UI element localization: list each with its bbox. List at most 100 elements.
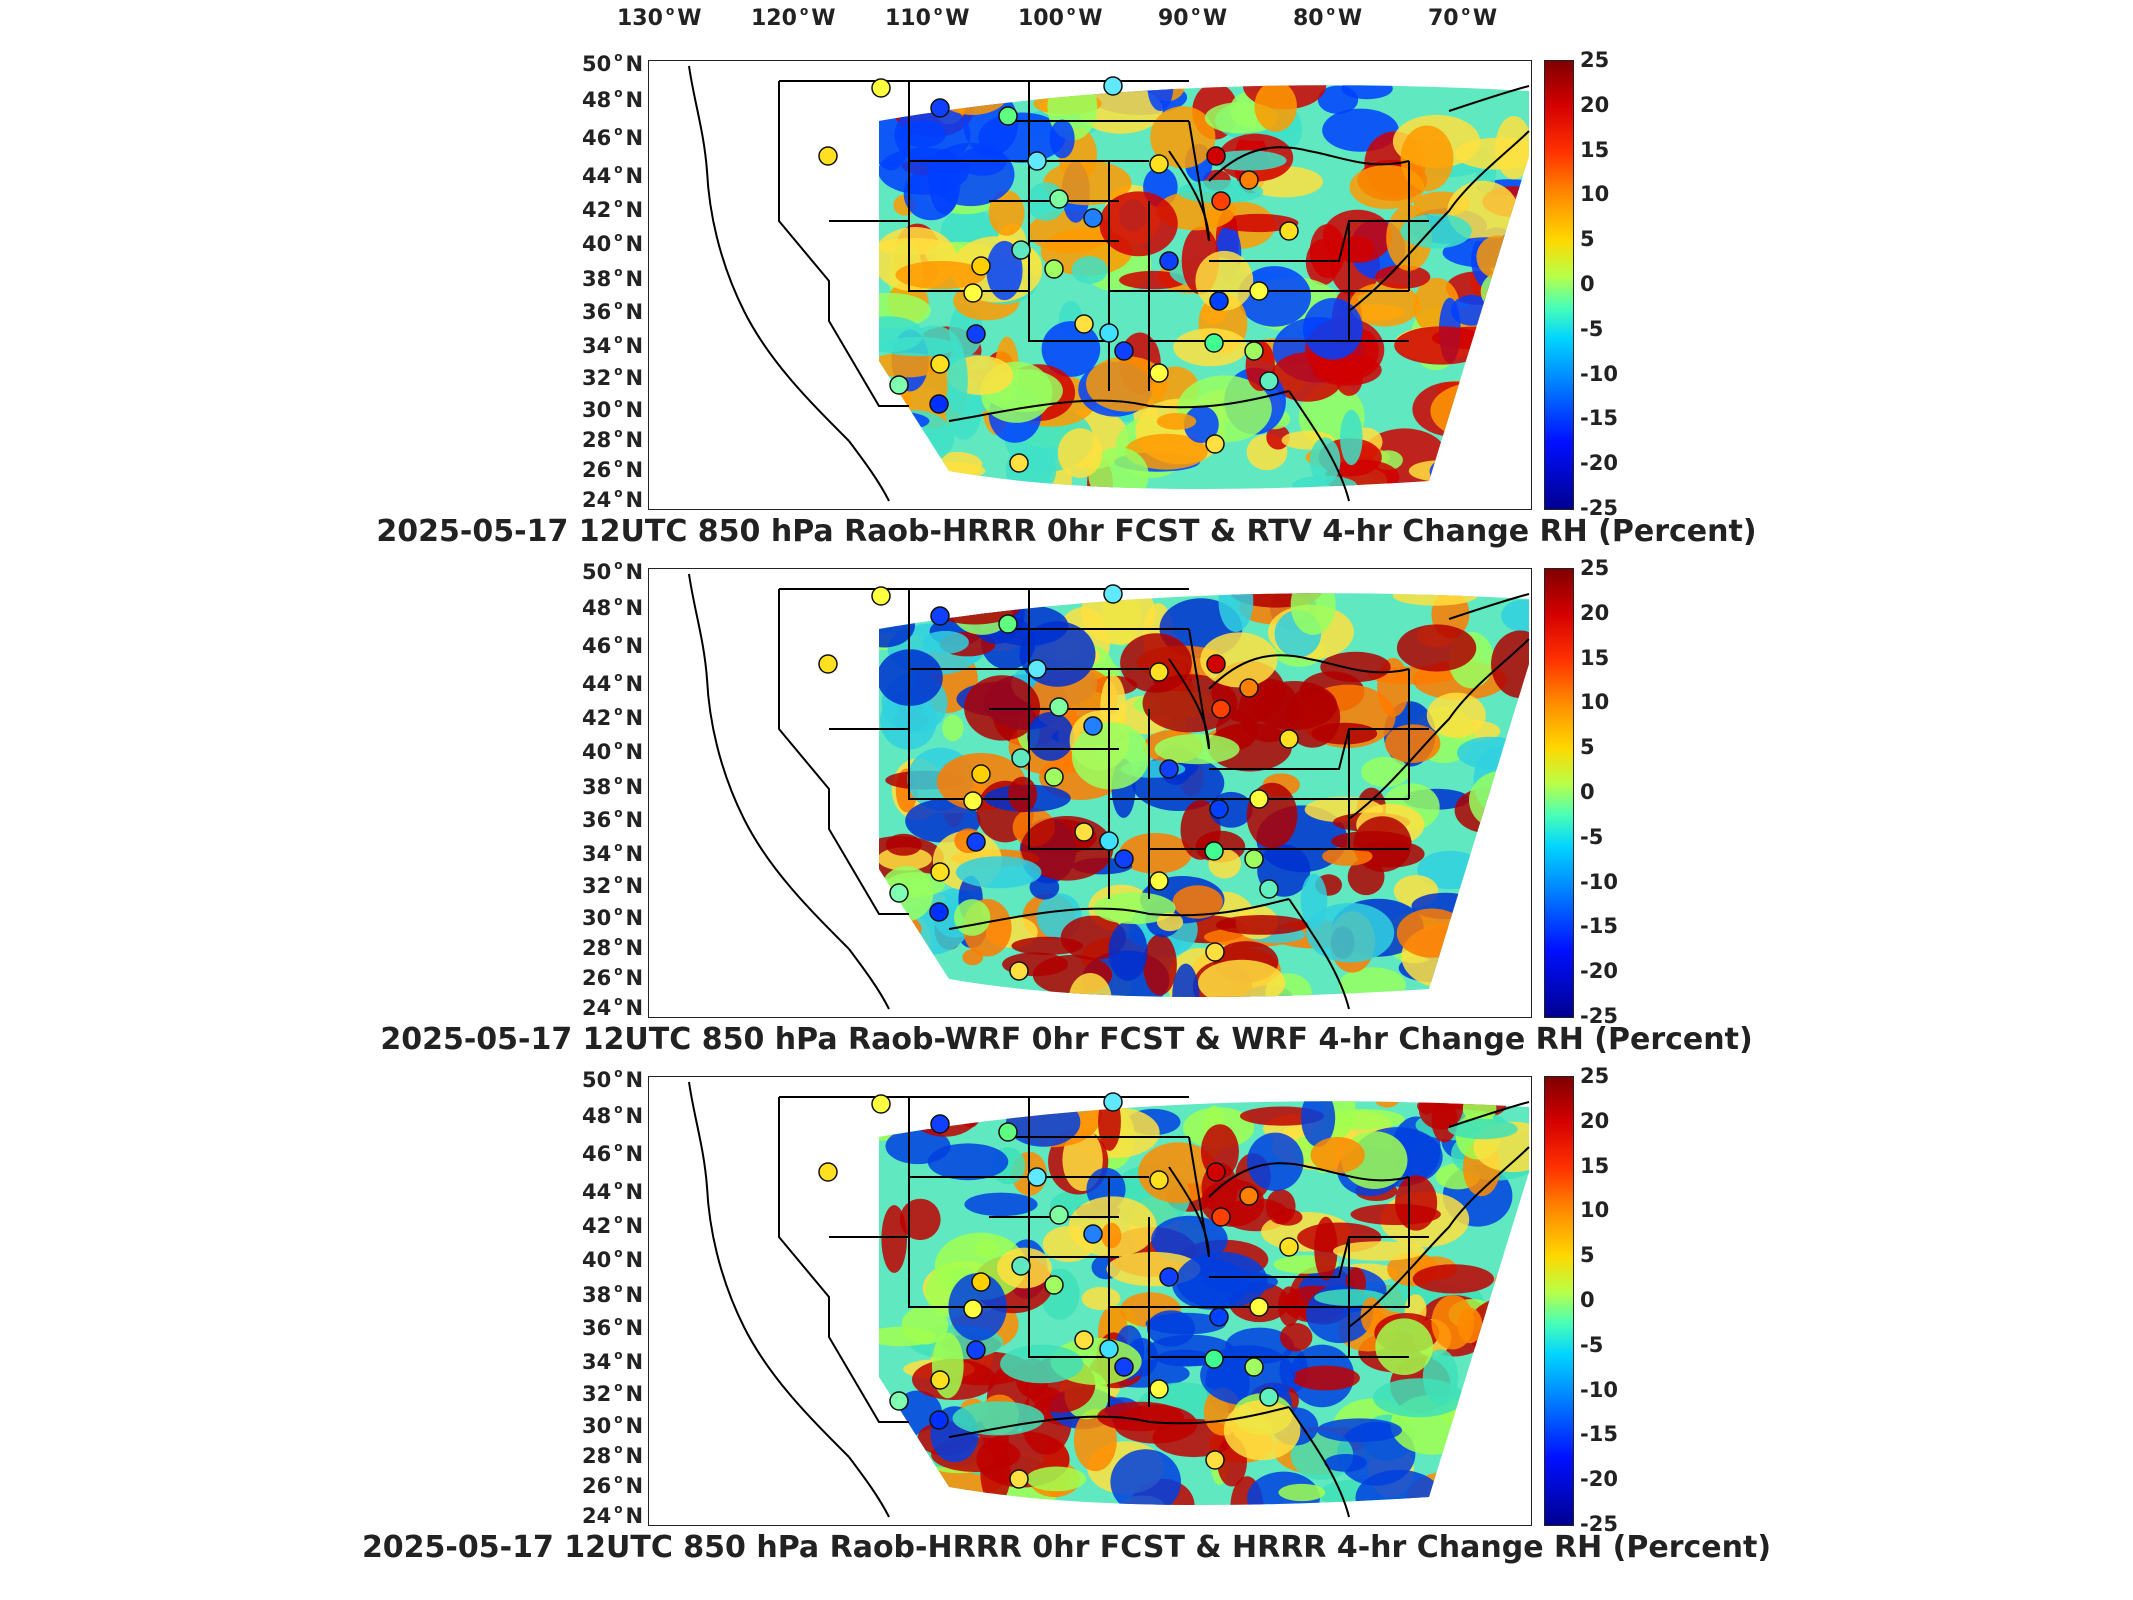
- raob-station-marker: [1209, 291, 1229, 311]
- lat-label: 34 o N: [582, 332, 644, 358]
- rh-field-blob: [1303, 298, 1363, 360]
- raob-station-marker: [971, 764, 991, 784]
- rh-field-blob: [879, 410, 955, 467]
- colorbar-tick-label: -25: [1580, 496, 1618, 520]
- raob-station-marker: [929, 394, 949, 414]
- rh-field-blob: [1251, 681, 1338, 730]
- raob-station-marker: [1211, 191, 1231, 211]
- colorbar-tick-label: -20: [1580, 451, 1618, 476]
- boundary-line: [1209, 220, 1429, 262]
- rh-field-blob: [1340, 236, 1375, 262]
- colorbar-tick-label: -25: [1580, 1004, 1618, 1028]
- raob-station-marker: [930, 1114, 950, 1134]
- rh-field-blob: [1124, 433, 1208, 470]
- colorbar-tick-label: 10: [1580, 182, 1610, 207]
- rh-field-blob: [1006, 1101, 1081, 1147]
- rh-field-blob: [1475, 464, 1529, 490]
- raob-station-marker: [1149, 871, 1169, 891]
- rh-change-map: [648, 568, 1532, 1018]
- boundary-line: [1448, 85, 1530, 112]
- rh-field-blob: [1278, 1483, 1326, 1502]
- rh-field-blob: [1029, 874, 1060, 900]
- raob-station-marker: [818, 146, 838, 166]
- colorbar-tick-label: 0: [1580, 1288, 1595, 1312]
- rh-field-blob: [1373, 1101, 1401, 1108]
- raob-station-marker: [1011, 240, 1031, 260]
- lat-label: 36 o N: [582, 298, 644, 324]
- raob-station-marker: [1244, 1357, 1264, 1377]
- raob-station-marker: [1204, 841, 1224, 861]
- boundary-line: [1209, 1236, 1429, 1278]
- raob-station-marker: [1049, 189, 1069, 209]
- raob-station-marker: [1239, 170, 1259, 190]
- rh-field-blob: [1237, 266, 1311, 327]
- lat-label: 36 o N: [582, 1314, 644, 1340]
- rh-field-blob: [1093, 892, 1176, 925]
- rh-field-blob: [1505, 1398, 1529, 1447]
- lat-label: 42 o N: [582, 704, 644, 730]
- colorbar-tick-label: 25: [1580, 1064, 1610, 1088]
- lat-label: 26 o N: [582, 964, 644, 990]
- rh-field-blob: [1333, 1241, 1426, 1261]
- rh-field-blob: [1462, 399, 1529, 448]
- lon-label: 70 o W: [1428, 4, 1498, 31]
- raob-station-marker: [1044, 767, 1064, 787]
- rh-field-blob: [974, 1240, 999, 1258]
- rh-field-blob: [1456, 386, 1529, 430]
- rh-field-blob: [1508, 910, 1529, 955]
- raob-station-marker: [818, 1162, 838, 1182]
- raob-station-marker: [1259, 1387, 1279, 1407]
- raob-station-marker: [818, 654, 838, 674]
- rh-field-blob: [1440, 971, 1466, 995]
- raob-station-marker: [1044, 1275, 1064, 1295]
- rh-field-blob: [1218, 593, 1254, 632]
- raob-station-marker: [1205, 434, 1225, 454]
- raob-station-marker: [1259, 879, 1279, 899]
- rh-field-blob: [1071, 722, 1150, 790]
- raob-station-marker: [871, 78, 891, 98]
- colorbar-tick-label: 0: [1580, 780, 1595, 804]
- rh-field-blob: [964, 675, 1041, 741]
- boundary-line: [1348, 669, 1410, 849]
- lat-label: 28 o N: [582, 426, 644, 452]
- rh-field-blob: [954, 899, 991, 936]
- lat-label: 50 o N: [582, 558, 644, 584]
- raob-station-marker: [1027, 659, 1047, 679]
- raob-station-marker: [871, 586, 891, 606]
- boundary-line: [1348, 638, 1530, 820]
- rh-field-blob: [1349, 165, 1425, 210]
- lon-label: 90 o W: [1158, 4, 1228, 31]
- rh-field-blob: [1207, 722, 1292, 772]
- boundary-line: [948, 1406, 1290, 1438]
- rh-field-blob: [1309, 437, 1341, 485]
- rh-field-blob: [879, 352, 943, 378]
- rh-field-blob: [1119, 833, 1192, 874]
- rh-field-blob: [1418, 1101, 1463, 1130]
- rh-field-blob: [921, 462, 986, 480]
- lat-label: 28 o N: [582, 934, 644, 960]
- colorbar-tick-label: -20: [1580, 1467, 1618, 1492]
- boundary-line: [1348, 1146, 1530, 1328]
- raob-station-marker: [1259, 371, 1279, 391]
- lat-label: 24 o N: [582, 1502, 644, 1528]
- raob-station-marker: [1244, 341, 1264, 361]
- rh-field-blob: [1476, 235, 1521, 279]
- rh-field-blob: [1482, 420, 1529, 488]
- raob-station-marker: [1249, 789, 1269, 809]
- raob-station-marker: [1244, 849, 1264, 869]
- rh-change-map: [648, 60, 1532, 510]
- rh-field-blob: [1041, 321, 1101, 377]
- raob-station-marker: [1209, 799, 1229, 819]
- raob-station-marker: [1009, 1469, 1029, 1489]
- raob-station-marker: [966, 324, 986, 344]
- rh-field-blob: [895, 260, 986, 290]
- colorbar-tick-label: -10: [1580, 869, 1618, 894]
- rh-field-blob: [1027, 712, 1074, 761]
- rh-field-blob: [1331, 831, 1412, 852]
- rh-field-blob: [1482, 962, 1529, 980]
- raob-station-marker: [1205, 1450, 1225, 1470]
- rh-field-blob: [1316, 1418, 1402, 1443]
- boundary-line: [1348, 130, 1530, 312]
- colorbar-tick-label: -5: [1580, 316, 1604, 341]
- lat-label: 42 o N: [582, 196, 644, 222]
